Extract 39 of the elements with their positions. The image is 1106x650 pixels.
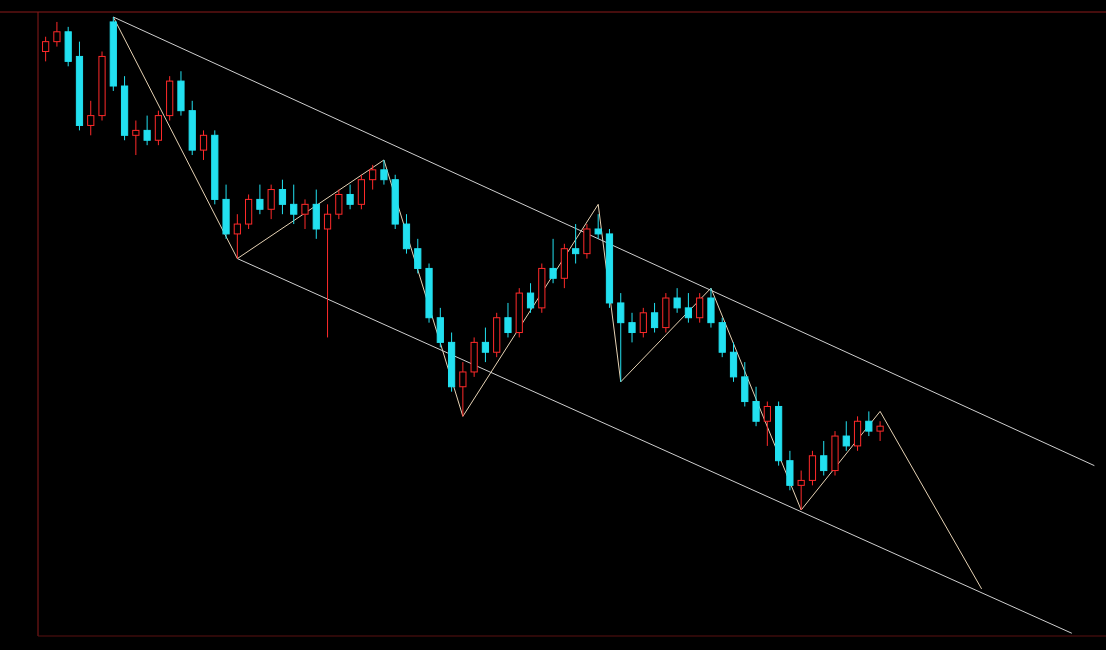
candlestick	[290, 184, 298, 225]
candlestick	[820, 440, 828, 476]
candlestick	[278, 179, 287, 215]
candlestick	[346, 184, 354, 210]
candlestick	[132, 120, 140, 156]
candlestick	[594, 213, 602, 240]
candlestick	[380, 159, 388, 186]
candlestick	[42, 36, 50, 62]
candlestick	[752, 386, 760, 427]
candlestick	[267, 184, 275, 220]
candlestick	[696, 292, 704, 324]
candlestick	[526, 282, 535, 314]
candlestick	[53, 21, 61, 48]
candlestick	[650, 302, 659, 334]
candlestick	[504, 302, 512, 338]
candlestick	[617, 292, 625, 383]
candlestick	[369, 164, 377, 191]
candlestick	[233, 213, 241, 260]
candlestick	[301, 198, 309, 230]
candlestick	[763, 401, 771, 447]
candlestick	[481, 327, 490, 363]
candlestick	[572, 223, 580, 264]
candlestick	[673, 287, 681, 314]
candlestick	[323, 203, 332, 338]
candlestick	[865, 410, 873, 437]
candlestick	[842, 420, 850, 452]
candlestick	[797, 470, 805, 511]
candlestick	[459, 361, 467, 417]
candlestick	[143, 115, 151, 146]
candlestick	[414, 238, 422, 274]
candlestick	[335, 189, 343, 220]
candlestick	[876, 420, 884, 442]
candlestick	[639, 307, 647, 338]
candlestick	[628, 312, 636, 343]
candlestick	[87, 100, 95, 136]
candlestick	[549, 238, 557, 284]
candlestick	[256, 184, 264, 215]
candlestick	[199, 129, 208, 161]
candlestick	[684, 292, 693, 324]
